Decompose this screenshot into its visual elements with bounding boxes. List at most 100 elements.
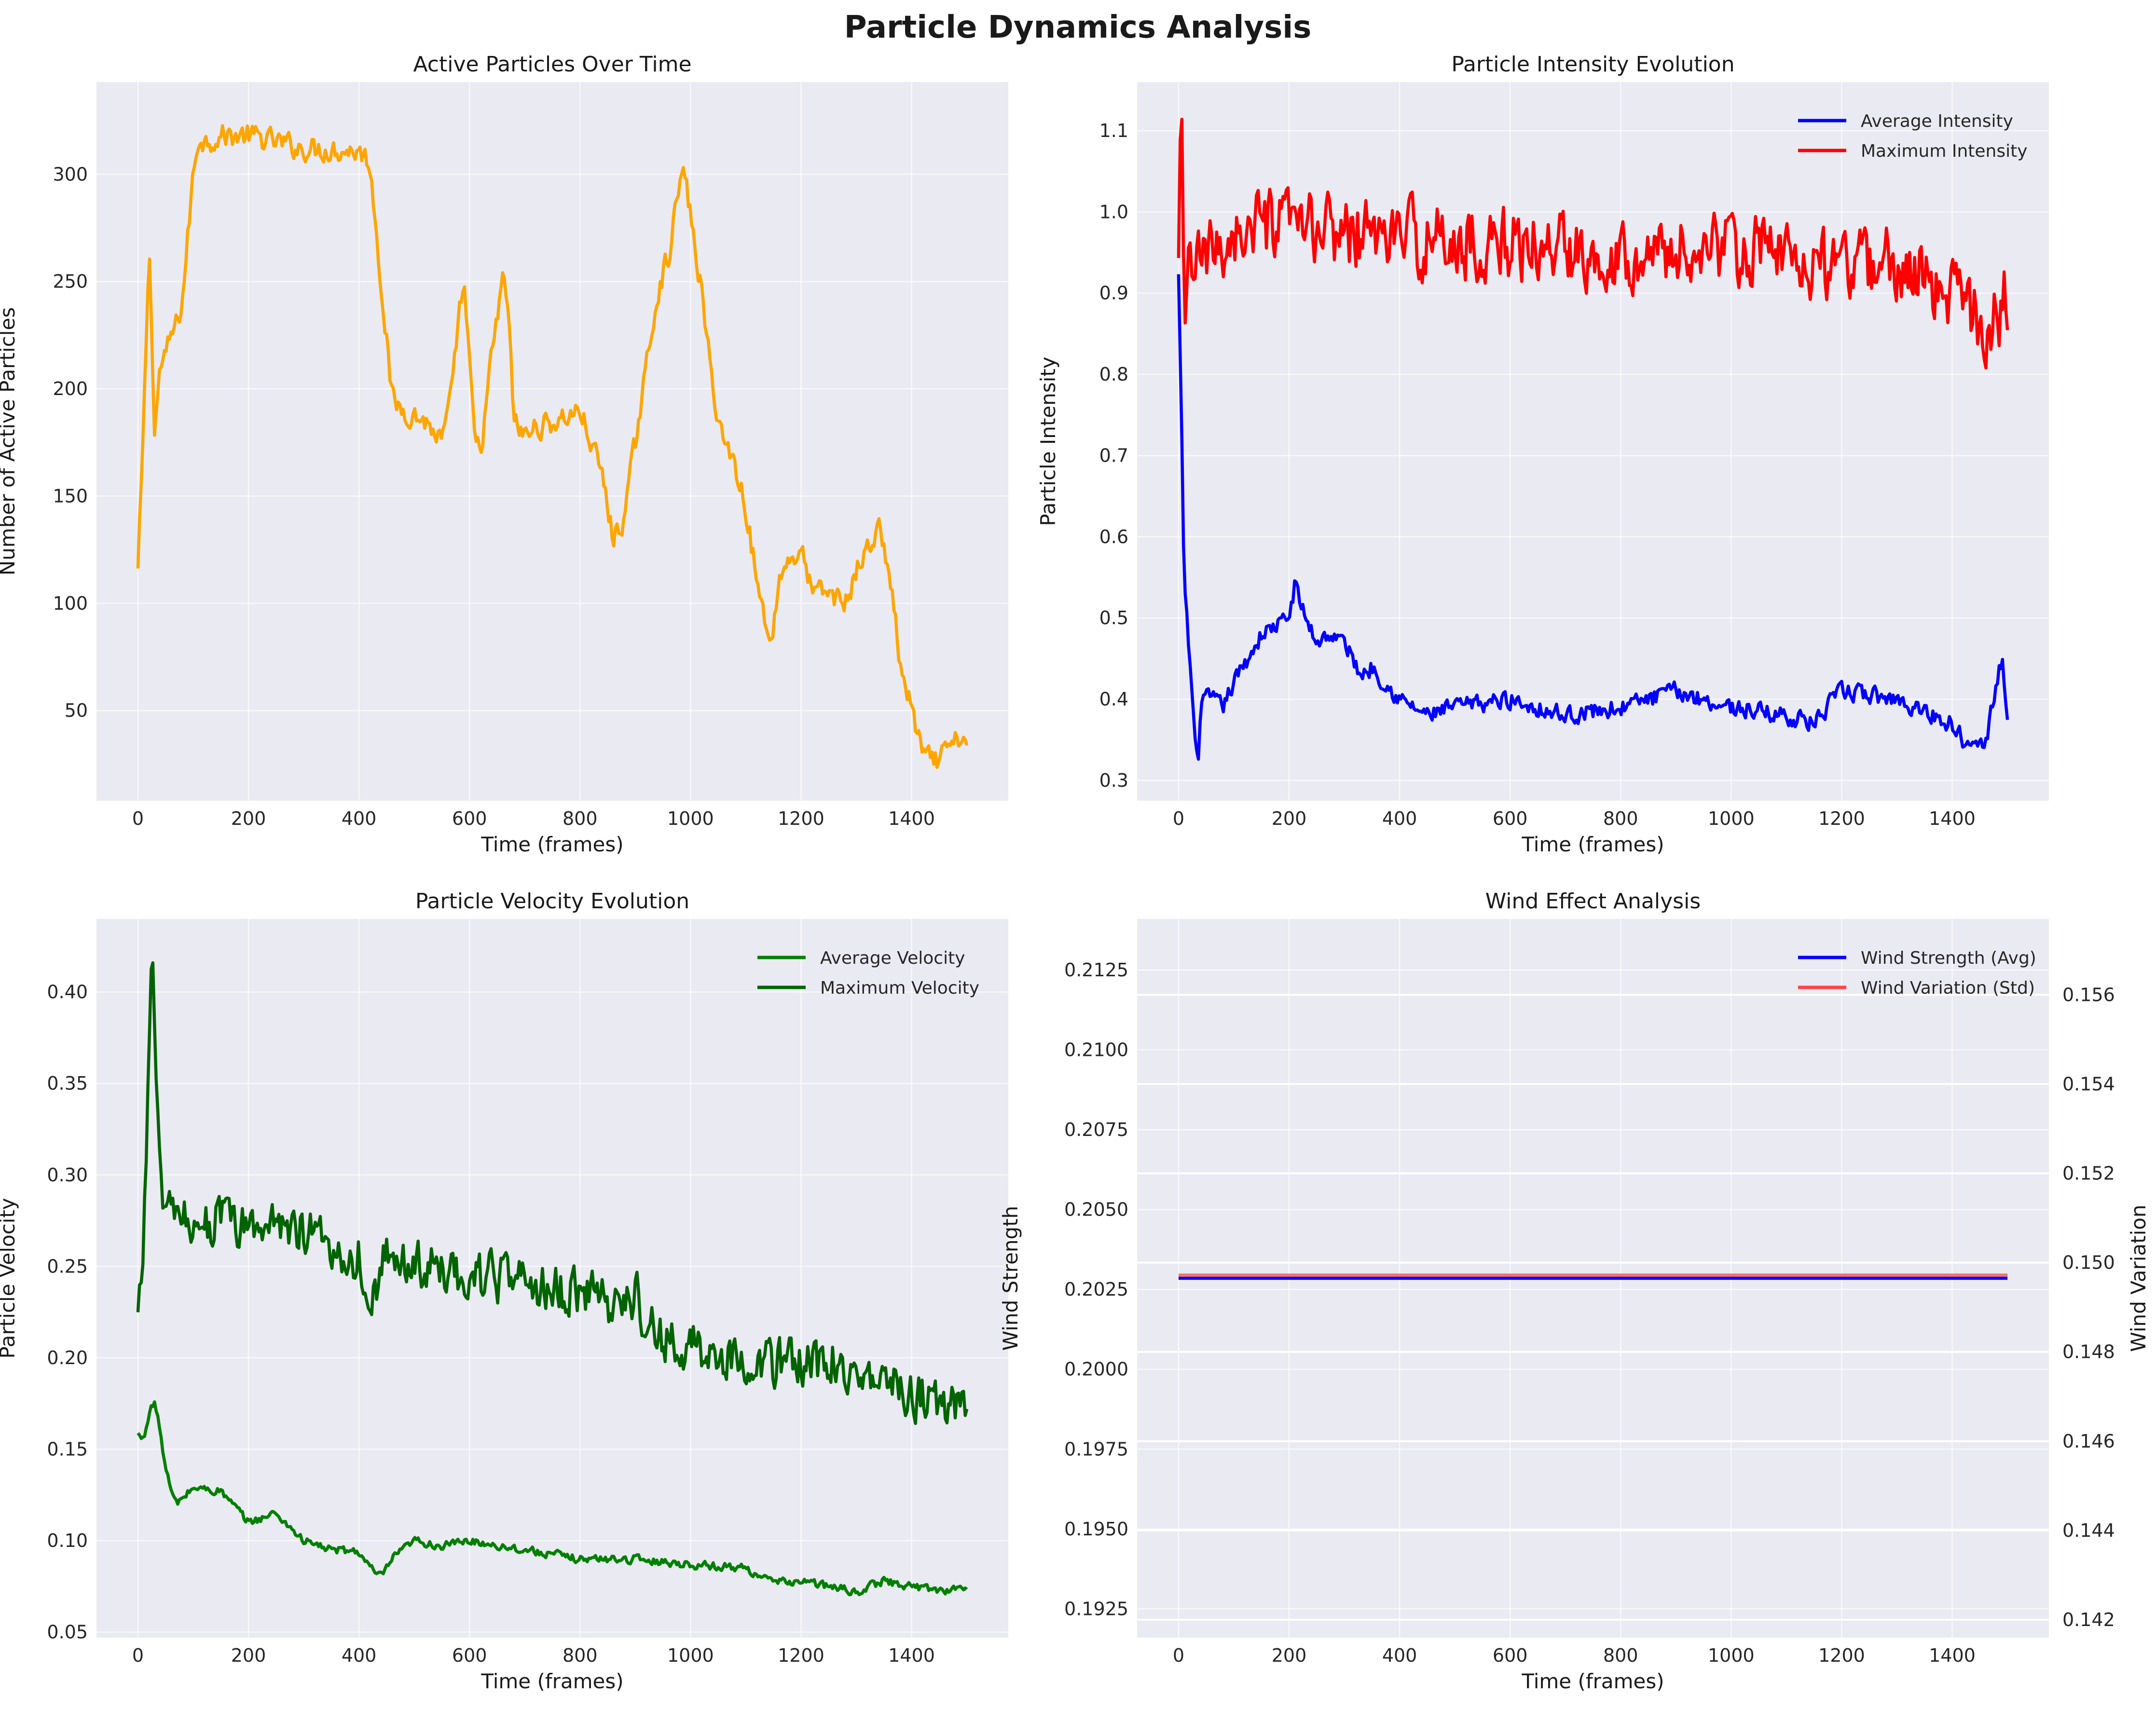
y-tick-label: 0.15 (47, 1438, 88, 1460)
y-right-tick-label: 0.156 (2062, 984, 2115, 1005)
y-tick-label: 0.10 (47, 1530, 88, 1551)
x-tick-label: 1400 (1929, 1645, 1976, 1666)
y-right-tick-label: 0.142 (2062, 1609, 2115, 1630)
y-axis-label: Particle Velocity (0, 1198, 19, 1358)
x-tick-label: 1000 (667, 1645, 714, 1666)
x-tick-label: 800 (1603, 808, 1638, 829)
y-right-tick-label: 0.154 (2062, 1073, 2115, 1094)
x-axis-label: Time (frames) (1521, 1669, 1664, 1693)
x-tick-label: 1000 (1708, 808, 1755, 829)
legend-entry: Wind Variation (Std) (1861, 978, 2035, 998)
x-tick-label: 0 (132, 1645, 144, 1666)
y-tick-label: 0.1925 (1064, 1598, 1128, 1619)
y-right-axis-label: Wind Variation (2127, 1204, 2150, 1352)
y-axis-label: Wind Strength (999, 1206, 1022, 1351)
series-line-1 (1177, 274, 2009, 761)
x-tick-label: 600 (1493, 1645, 1528, 1666)
y-tick-label: 0.2075 (1064, 1119, 1128, 1140)
y-tick-label: 250 (53, 271, 88, 292)
series-line-1 (136, 124, 969, 769)
y-tick-label: 0.05 (47, 1622, 88, 1643)
y-tick-label: 150 (53, 485, 88, 506)
series-line-1 (137, 1400, 968, 1597)
chart-panel-1: Active Particles Over Time 0 200 400 600 800 1… (0, 52, 1008, 856)
x-tick-label: 200 (231, 1645, 266, 1666)
y-right-tick-label: 0.150 (2062, 1252, 2115, 1273)
series-line-2 (136, 961, 969, 1425)
legend: Average Velocity Maximum Velocity (757, 948, 979, 998)
y-tick-label: 0.6 (1099, 526, 1128, 547)
x-tick-label: 1000 (667, 808, 714, 829)
y-axis-label: Particle Intensity (1036, 356, 1060, 526)
chart-panel-2: Particle Intensity Evolution 0 200 400 600 80… (1036, 52, 2049, 856)
x-tick-label: 600 (452, 808, 487, 829)
x-tick-label: 200 (231, 808, 266, 829)
x-tick-label: 0 (1173, 1645, 1184, 1666)
y-tick-label: 0.5 (1099, 607, 1128, 629)
legend-entry: Average Intensity (1861, 111, 2013, 131)
y-tick-label: 0.2050 (1064, 1199, 1128, 1220)
legend-entry: Average Velocity (820, 948, 965, 968)
y-tick-label: 0.7 (1099, 445, 1128, 466)
x-tick-label: 1200 (778, 808, 824, 829)
plot-area (1137, 82, 2049, 801)
y-right-tick-label: 0.148 (2062, 1341, 2115, 1363)
y-tick-label: 0.30 (47, 1164, 88, 1186)
x-tick-label: 200 (1272, 808, 1307, 829)
y-tick-label: 0.35 (47, 1073, 88, 1094)
legend-entry: Maximum Velocity (820, 978, 979, 998)
x-tick-label: 1400 (888, 1645, 935, 1666)
y-tick-label: 0.8 (1099, 364, 1128, 385)
x-tick-label: 400 (1382, 1645, 1417, 1666)
y-tick-label: 0.2100 (1064, 1039, 1128, 1061)
x-tick-label: 400 (342, 1645, 377, 1666)
y-right-tick-label: 0.144 (2062, 1520, 2115, 1541)
y-tick-label: 0.2125 (1064, 959, 1128, 981)
y-tick-label: 100 (53, 593, 88, 614)
legend-entry: Maximum Intensity (1861, 141, 2028, 161)
y-tick-label: 0.20 (47, 1347, 88, 1368)
y-tick-label: 200 (53, 378, 88, 399)
y-tick-label: 0.3 (1099, 770, 1128, 791)
plot-area (96, 82, 1008, 801)
x-tick-label: 400 (342, 808, 377, 829)
x-tick-label: 800 (563, 808, 598, 829)
y-tick-label: 0.2025 (1064, 1279, 1128, 1300)
chart-title: Particle Intensity Evolution (1451, 52, 1734, 77)
x-tick-label: 600 (1493, 808, 1528, 829)
chart-title: Active Particles Over Time (413, 52, 691, 77)
y-tick-label: 300 (53, 164, 88, 185)
x-tick-label: 1400 (888, 808, 935, 829)
y-tick-label: 0.1950 (1064, 1518, 1128, 1540)
y-tick-label: 1.0 (1099, 201, 1128, 222)
x-tick-label: 1200 (778, 1645, 824, 1666)
y-tick-label: 1.1 (1099, 120, 1128, 141)
chart-title: Wind Effect Analysis (1485, 889, 1701, 914)
x-axis-label: Time (frames) (1521, 833, 1664, 856)
x-tick-label: 0 (132, 808, 144, 829)
y-tick-label: 50 (65, 700, 88, 721)
x-tick-label: 1000 (1708, 1645, 1755, 1666)
y-right-tick-label: 0.146 (2062, 1431, 2115, 1452)
x-tick-label: 400 (1382, 808, 1417, 829)
legend: Wind Strength (Avg) Wind Variation (Std) (1798, 948, 2036, 998)
chart-title: Particle Velocity Evolution (415, 889, 689, 914)
legend-entry: Wind Strength (Avg) (1861, 948, 2036, 968)
y-tick-label: 0.40 (47, 982, 88, 1003)
y-tick-label: 0.4 (1099, 689, 1128, 710)
plot-area (96, 919, 1008, 1638)
legend: Average Intensity Maximum Intensity (1798, 111, 2028, 161)
x-tick-label: 800 (563, 1645, 598, 1666)
y-tick-label: 0.9 (1099, 283, 1128, 304)
y-axis-label: Number of Active Particles (0, 307, 19, 575)
y-tick-label: 0.1975 (1064, 1438, 1128, 1460)
x-tick-label: 200 (1272, 1645, 1307, 1666)
series-line-2 (1177, 117, 2009, 370)
y-tick-label: 0.2000 (1064, 1359, 1128, 1380)
x-tick-label: 1400 (1929, 808, 1976, 829)
chart-panel-3: Particle Velocity Evolution 0 200 400 600 800… (0, 889, 1008, 1693)
x-tick-label: 0 (1173, 808, 1184, 829)
x-tick-label: 1200 (1818, 808, 1865, 829)
x-axis-label: Time (frames) (481, 1669, 623, 1693)
